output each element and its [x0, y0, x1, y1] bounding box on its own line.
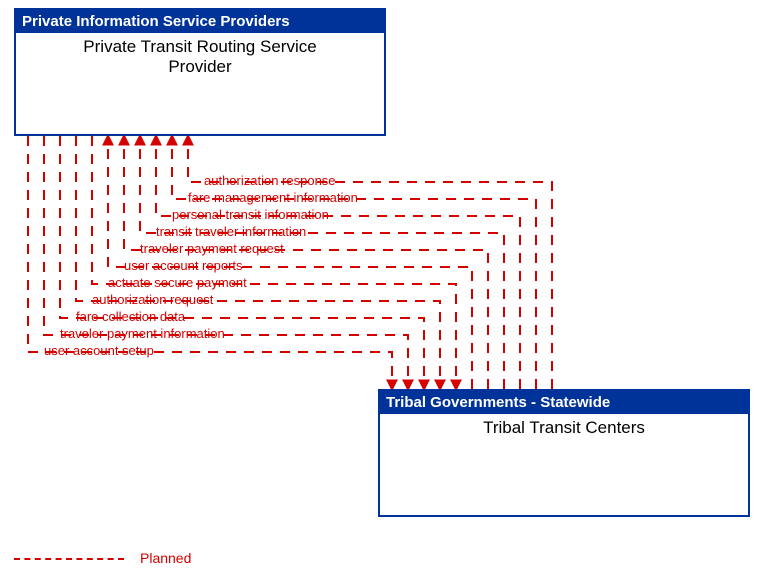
- flow-label: fare collection data: [76, 309, 185, 324]
- top-entity-box: Private Information Service Providers Pr…: [14, 8, 386, 136]
- bottom-entity-box: Tribal Governments - Statewide Tribal Tr…: [378, 389, 750, 517]
- flow-label: traveler payment information: [60, 326, 225, 341]
- flow-label: fare management information: [188, 190, 358, 205]
- bottom-entity-line1: Tribal Transit Centers: [483, 418, 645, 437]
- legend-label: Planned: [140, 550, 191, 566]
- flow-label: user account reports: [124, 258, 243, 273]
- bottom-entity-header: Tribal Governments - Statewide: [380, 391, 748, 414]
- flow-label: user account setup: [44, 343, 154, 358]
- flow-label: authorization request: [92, 292, 213, 307]
- top-entity-line2: Provider: [168, 57, 231, 76]
- flow-label: authorization response: [204, 173, 336, 188]
- top-entity-header: Private Information Service Providers: [16, 10, 384, 33]
- flow-label: personal transit information: [172, 207, 329, 222]
- flow-label: actuate secure payment: [108, 275, 247, 290]
- flow-label: transit traveler information: [156, 224, 306, 239]
- top-entity-body: Private Transit Routing Service Provider: [16, 33, 384, 81]
- top-entity-line1: Private Transit Routing Service: [83, 37, 316, 56]
- flow-label: traveler payment request: [140, 241, 284, 256]
- legend-line: [14, 558, 124, 560]
- bottom-entity-body: Tribal Transit Centers: [380, 414, 748, 442]
